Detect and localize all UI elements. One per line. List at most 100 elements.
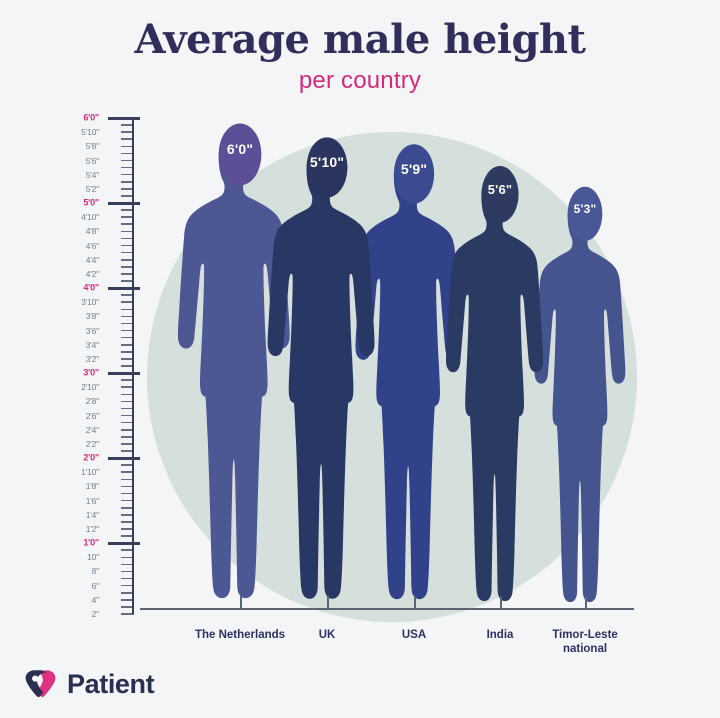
ruler-tick-minor	[121, 570, 134, 573]
ruler-tick-minor	[121, 379, 134, 381]
ruler-tick-minor	[121, 393, 134, 396]
axis-tick	[414, 596, 416, 609]
ruler-label: 2'10"	[81, 382, 99, 392]
ruler-tick-minor	[121, 216, 134, 218]
ruler-tick-minor	[121, 280, 134, 282]
ruler-label: 2'2"	[85, 438, 99, 449]
ruler-tick-minor	[121, 478, 134, 481]
ruler-tick-minor	[121, 336, 134, 339]
ruler-label: 1'8"	[85, 481, 99, 492]
ruler-tick-major	[108, 201, 140, 205]
ruler-tick-minor	[121, 549, 134, 552]
ruler-label: 5'0"	[83, 197, 99, 208]
ruler-label: 2"	[91, 608, 100, 619]
ruler-tick-minor	[121, 563, 134, 566]
axis-tick	[240, 596, 242, 609]
ruler-label: 3'6"	[85, 325, 99, 336]
page-subtitle: per country	[298, 67, 422, 94]
title-block: Average male height per country	[0, 18, 720, 95]
heart-pin-icon	[25, 670, 56, 698]
ruler-tick-minor	[121, 584, 134, 587]
ruler-tick-minor	[121, 230, 134, 233]
ruler-tick-minor	[121, 237, 134, 240]
ruler-tick-minor	[121, 266, 134, 268]
ruler-label: 4'6"	[85, 240, 99, 251]
ruler-label: 5'10"	[81, 126, 99, 137]
ruler-label: 1'10"	[81, 467, 99, 478]
ruler-label: 3'10"	[81, 296, 99, 307]
ruler-tick-minor	[121, 428, 134, 431]
ruler-label: 4'2"	[85, 268, 99, 279]
ruler-tick-minor	[121, 329, 134, 332]
ruler-tick-minor	[121, 258, 134, 261]
ruler-tick-minor	[121, 514, 134, 516]
ruler-label: 5'2"	[85, 183, 99, 194]
ruler-tick-minor	[121, 499, 134, 502]
brand-logo[interactable]: Patient	[24, 668, 155, 700]
ruler-label: 3'0"	[83, 367, 99, 378]
ruler-label: 2'8"	[85, 396, 99, 407]
ruler-tick-minor	[121, 386, 134, 389]
ruler-tick-major	[108, 541, 140, 545]
ruler-tick-minor	[121, 343, 134, 346]
ruler-tick-minor	[121, 251, 134, 254]
ruler-tick-minor	[121, 244, 134, 247]
axis-tick	[500, 596, 502, 609]
ruler-tick-minor	[121, 159, 134, 162]
ruler-label: 8"	[91, 566, 100, 577]
axis-tick	[327, 596, 329, 609]
ruler-tick-major	[108, 456, 140, 460]
height-ruler-axis: 6'0" 5'10" 5'8" 5'6" 5'4" 5'2" 5'0" 4'10" 4'8" 4'…	[60, 113, 140, 618]
ruler-tick-minor	[121, 464, 134, 466]
ruler-label: 1'0"	[83, 537, 99, 548]
ruler-tick-minor	[121, 528, 134, 530]
ruler-label: 2'4"	[85, 424, 99, 435]
ruler-tick-minor	[121, 414, 134, 417]
axis-tick	[585, 596, 587, 609]
ruler-tick-minor	[121, 166, 134, 169]
ruler-tick-minor	[121, 506, 134, 509]
figure-silhouette: 5'10"	[261, 132, 393, 628]
ruler-tick-minor	[121, 492, 134, 495]
page-title: Average male height	[134, 16, 586, 63]
ruler-tick-minor	[121, 521, 134, 523]
ruler-tick-minor	[121, 400, 134, 403]
ruler-label: 1'2"	[85, 523, 99, 534]
ruler-label: 4'10"	[81, 211, 99, 222]
ruler-tick-minor	[121, 138, 134, 141]
ruler-tick-minor	[121, 124, 134, 126]
ruler-tick-minor	[121, 436, 134, 438]
ruler-tick-minor	[121, 443, 134, 445]
country-label: Timor-Leste national	[552, 629, 618, 656]
ruler-tick-minor	[121, 535, 134, 537]
country-label: India	[486, 629, 514, 641]
ruler-tick-minor	[121, 294, 134, 296]
ruler-label: 1'4"	[85, 509, 99, 520]
ruler-label: 5'8"	[85, 141, 99, 152]
ruler-tick-minor	[121, 273, 134, 275]
ruler-label: 5'6"	[85, 155, 99, 166]
ruler-tick-minor	[121, 180, 134, 183]
ruler-tick-minor	[121, 223, 134, 226]
ruler-label: 2'0"	[83, 452, 99, 463]
ruler-tick-minor	[121, 358, 134, 360]
ruler-tick-minor	[121, 131, 134, 133]
country-label: The Netherlands	[194, 629, 286, 641]
ruler-label: 4'4"	[85, 254, 99, 265]
ruler-tick-minor	[121, 315, 134, 318]
ruler-tick-minor	[121, 173, 134, 176]
ruler-tick-minor	[121, 421, 134, 424]
ruler-label: 6'0"	[83, 112, 99, 123]
ruler-label: 6"	[91, 580, 100, 591]
ruler-tick-minor	[121, 471, 134, 474]
ruler-label: 4'8"	[85, 226, 99, 237]
logo-text: Patient	[67, 668, 155, 699]
ruler-tick-minor	[121, 195, 134, 197]
country-label: UK	[318, 629, 336, 641]
ruler-label: 10"	[87, 552, 99, 563]
ruler-tick-minor	[121, 301, 134, 304]
ruler-tick-minor	[121, 556, 134, 559]
ruler-label: 4'0"	[83, 282, 99, 293]
ruler-tick-minor	[121, 591, 134, 594]
